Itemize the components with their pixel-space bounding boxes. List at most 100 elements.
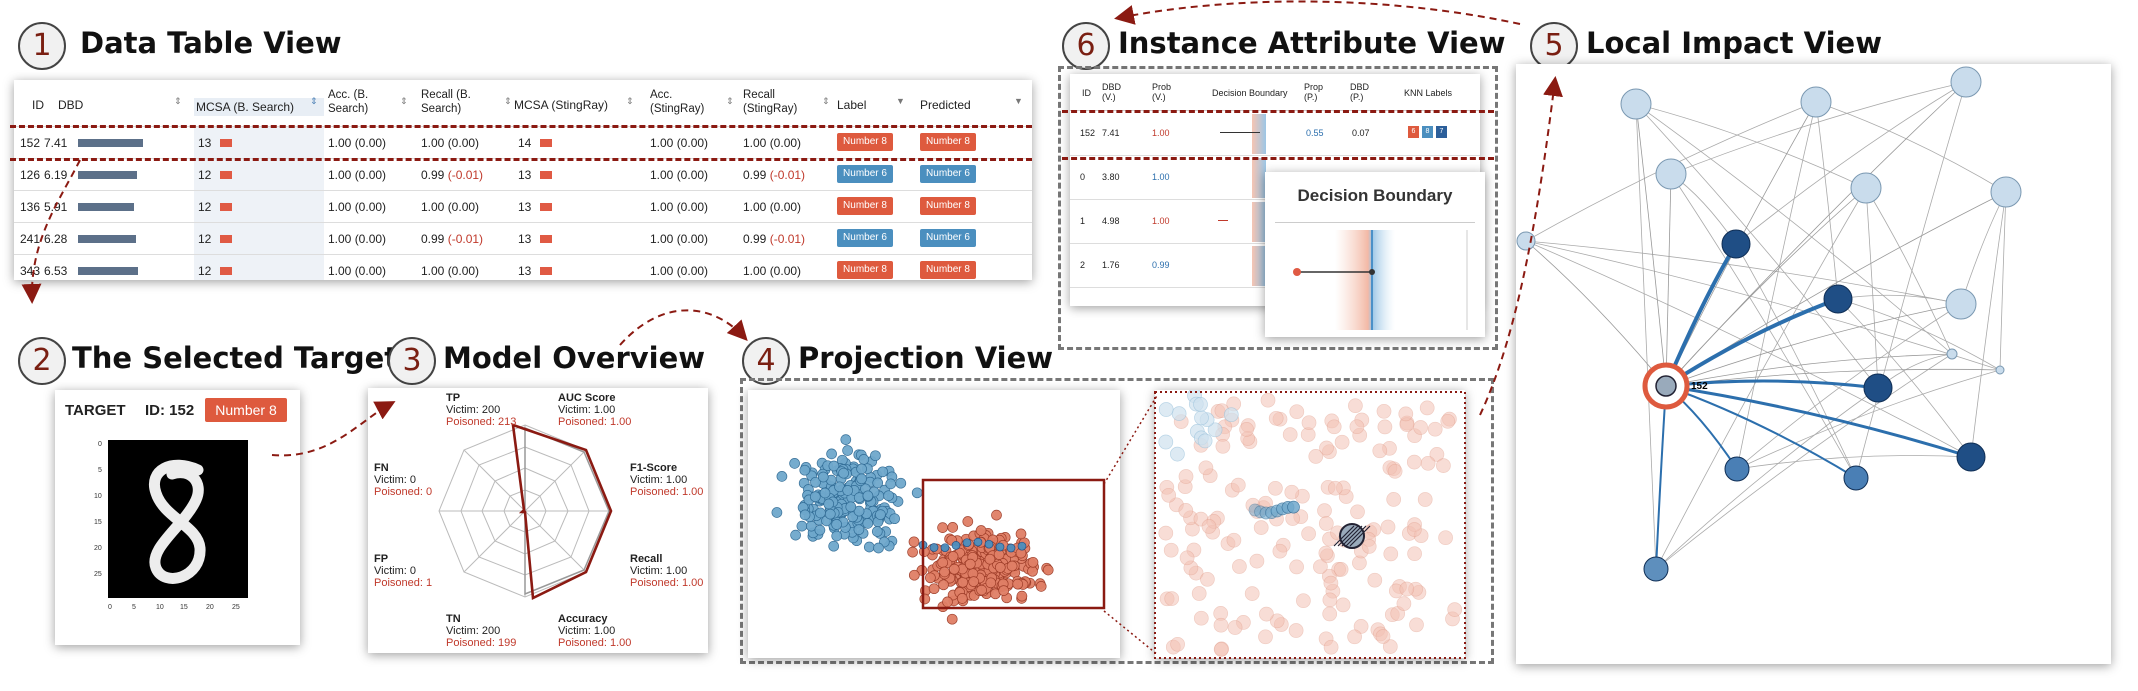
col-header-recall-stingray[interactable]: Recall (StingRay): [743, 89, 798, 115]
data-point-red-faded[interactable]: [1282, 427, 1298, 442]
data-point-red-faded[interactable]: [1409, 617, 1424, 633]
data-point-red-faded[interactable]: [1232, 559, 1247, 574]
data-point-red-faded[interactable]: [1201, 519, 1217, 534]
data-point-blue[interactable]: [870, 450, 881, 462]
graph-node-dark[interactable]: [1724, 456, 1750, 482]
data-point-red[interactable]: [1027, 556, 1039, 568]
data-point-red-faded[interactable]: [1335, 597, 1351, 613]
data-point-red-faded[interactable]: [1178, 469, 1194, 484]
data-point-red-faded[interactable]: [1318, 545, 1334, 561]
data-point-red-faded[interactable]: [1322, 592, 1338, 608]
data-point-red-faded[interactable]: [1413, 420, 1428, 435]
trail-point[interactable]: [984, 539, 994, 549]
data-point-blue[interactable]: [842, 485, 854, 496]
trail-point[interactable]: [1006, 543, 1016, 553]
data-point-blue[interactable]: [831, 530, 843, 542]
data-point-red-faded[interactable]: [1259, 606, 1274, 622]
data-point-blue-faded[interactable]: [1171, 406, 1187, 421]
data-point-red-faded[interactable]: [1323, 575, 1339, 591]
data-point-blue-faded[interactable]: [1194, 410, 1209, 426]
data-point-red[interactable]: [947, 551, 959, 562]
data-point-blue[interactable]: [875, 509, 886, 520]
data-point-blue[interactable]: [853, 524, 865, 535]
data-point-red[interactable]: [1042, 564, 1054, 576]
data-point-red-faded[interactable]: [1349, 419, 1365, 435]
trail-point[interactable]: [1017, 541, 1027, 551]
data-point-red-faded[interactable]: [1417, 492, 1433, 507]
data-point-red[interactable]: [937, 557, 949, 568]
data-point-blue[interactable]: [817, 471, 829, 483]
ia-header-prop[interactable]: Prop (P.): [1304, 82, 1324, 102]
table-row[interactable]: 126 6.19 12 1.00 (0.00) 0.99 (-0.01) 13 1.00 (…: [14, 158, 1032, 191]
graph-node-light[interactable]: [1945, 288, 1977, 320]
data-point-red[interactable]: [984, 553, 996, 565]
data-point-red-faded[interactable]: [1333, 562, 1349, 577]
data-point-red[interactable]: [925, 572, 936, 584]
data-point-red[interactable]: [976, 584, 987, 596]
data-point-red-faded[interactable]: [1313, 559, 1328, 575]
ia-header-id[interactable]: ID: [1082, 88, 1091, 98]
data-point-red-faded[interactable]: [1289, 559, 1304, 575]
sort-icon[interactable]: ⇕: [822, 96, 830, 106]
graph-node-light[interactable]: [1800, 86, 1832, 118]
data-point-red-faded[interactable]: [1227, 620, 1243, 635]
data-point-blue[interactable]: [796, 520, 808, 532]
data-point-red-faded[interactable]: [1319, 440, 1334, 456]
graph-node-light[interactable]: [1516, 231, 1536, 251]
data-point-red-faded[interactable]: [1398, 406, 1414, 422]
target-node[interactable]: [1655, 375, 1677, 397]
data-point-red[interactable]: [991, 509, 1002, 521]
data-point-blue[interactable]: [842, 445, 853, 456]
data-point-blue[interactable]: [853, 505, 865, 517]
data-point-red-faded[interactable]: [1419, 400, 1435, 416]
sort-icon[interactable]: ⇕: [400, 96, 408, 106]
filter-icon[interactable]: ▼: [896, 96, 905, 106]
data-point-red-faded[interactable]: [1284, 484, 1300, 500]
data-point-red-faded[interactable]: [1301, 526, 1316, 542]
col-header-predicted[interactable]: Predicted: [920, 98, 971, 112]
data-point-blue-faded[interactable]: [1158, 434, 1174, 450]
graph-node-light[interactable]: [1655, 158, 1687, 190]
data-point-red-faded[interactable]: [1178, 503, 1194, 518]
graph-node-dark[interactable]: [1863, 373, 1893, 403]
col-header-acc-bsearch[interactable]: Acc. (B. Search): [328, 89, 369, 115]
data-point-red-faded[interactable]: [1272, 543, 1288, 559]
graph-node-light[interactable]: [1950, 66, 1982, 98]
graph-node-light[interactable]: [1995, 365, 2005, 375]
data-point-blue[interactable]: [799, 464, 811, 476]
data-point-red-faded[interactable]: [1361, 539, 1377, 554]
data-point-red-faded[interactable]: [1253, 520, 1269, 535]
data-point-red-faded[interactable]: [1213, 617, 1229, 633]
data-point-red[interactable]: [939, 566, 950, 578]
data-point-red[interactable]: [942, 596, 953, 608]
table-row[interactable]: 343 6.53 12 1.00 (0.00) 1.00 (0.00) 13 1.00 (…: [14, 254, 1032, 280]
data-point-red[interactable]: [962, 516, 974, 527]
trail-point[interactable]: [962, 538, 972, 548]
data-point-red-faded[interactable]: [1258, 629, 1273, 645]
data-point-blue[interactable]: [826, 448, 837, 460]
data-point-blue[interactable]: [828, 540, 840, 552]
data-point-red-faded[interactable]: [1372, 443, 1388, 459]
col-header-dbd[interactable]: DBD: [58, 98, 84, 112]
data-point-red-faded[interactable]: [1350, 504, 1365, 520]
data-point-red-faded[interactable]: [1179, 550, 1195, 566]
data-point-blue[interactable]: [799, 509, 811, 521]
data-point-red-faded[interactable]: [1447, 602, 1463, 617]
data-point-blue-faded[interactable]: [1158, 402, 1174, 417]
table-row[interactable]: 241 6.28 12 1.00 (0.00) 0.99 (-0.01) 13 1.00 (…: [14, 222, 1032, 255]
ia-header-knn[interactable]: KNN Labels: [1404, 88, 1453, 98]
data-point-blue[interactable]: [810, 476, 821, 488]
data-point-red-faded[interactable]: [1163, 542, 1179, 558]
data-point-red-faded[interactable]: [1348, 398, 1363, 414]
data-point-red-faded[interactable]: [1438, 530, 1453, 546]
data-point-red[interactable]: [975, 525, 987, 536]
data-point-red-faded[interactable]: [1327, 480, 1343, 496]
data-point-red[interactable]: [985, 577, 997, 589]
graph-node-light[interactable]: [1946, 348, 1958, 360]
data-point-red-faded[interactable]: [1383, 546, 1399, 562]
data-point-red-faded[interactable]: [1326, 419, 1342, 435]
sort-icon[interactable]: ⇕: [504, 96, 512, 106]
data-point-red[interactable]: [968, 576, 980, 587]
data-point-red[interactable]: [994, 562, 1006, 573]
ia-header-dbdp[interactable]: DBD (P.): [1350, 82, 1370, 102]
